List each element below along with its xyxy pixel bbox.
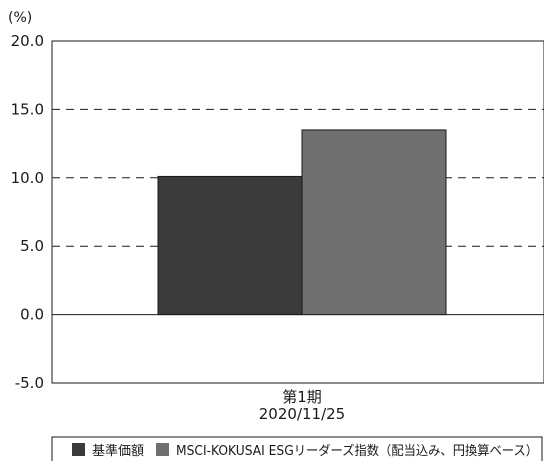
plot-frame: [51, 40, 544, 384]
category-label-line1: 第1期: [282, 388, 322, 406]
bar-series-1: [301, 129, 447, 316]
y-tick-label: 0.0: [20, 306, 44, 324]
legend-label-series-0: 基準価額: [92, 443, 144, 459]
y-tick-label: 5.0: [20, 237, 44, 255]
y-tick-labels: -5.0 0.0 5.0 10.0 15.0 20.0: [11, 32, 44, 392]
bars: [157, 129, 447, 316]
legend: 基準価額 MSCI-KOKUSAI ESGリーダーズ指数（配当込み、円換算ベース…: [51, 436, 543, 464]
legend-label-series-1: MSCI-KOKUSAI ESGリーダーズ指数（配当込み、円換算ベース）: [176, 443, 538, 459]
y-tick-label: 10.0: [11, 169, 44, 187]
legend-swatch-series-0: [72, 443, 85, 456]
y-tick-label: 15.0: [11, 100, 44, 118]
category-label-line2: 2020/11/25: [259, 405, 345, 423]
category-label: 第1期 2020/11/25: [259, 388, 345, 423]
y-tick-label: 20.0: [11, 32, 44, 50]
bar-series-0: [157, 175, 303, 316]
legend-swatch-series-1: [156, 443, 169, 456]
y-axis-unit-label: (%): [8, 10, 32, 26]
y-tick-label: -5.0: [15, 374, 44, 392]
axes: [51, 40, 544, 384]
